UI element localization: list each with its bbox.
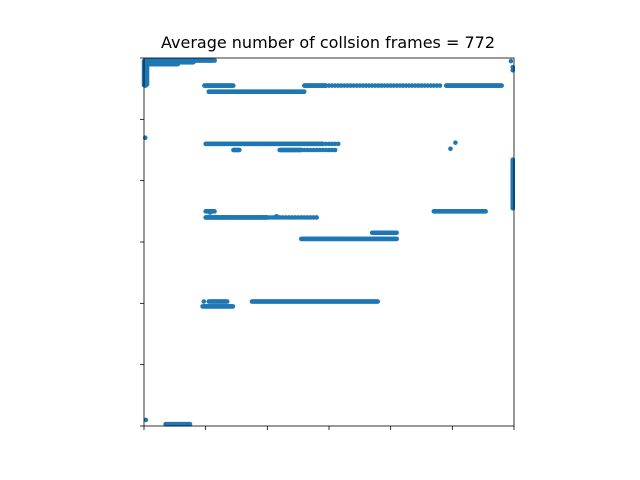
- data-point: [394, 236, 400, 242]
- plot-frame: [143, 57, 515, 427]
- data-point: [212, 209, 217, 214]
- data-point: [448, 146, 453, 152]
- data-point: [314, 215, 319, 220]
- data-point: [499, 83, 504, 88]
- data-point: [224, 299, 230, 304]
- data-point: [394, 230, 399, 236]
- data-point: [508, 58, 514, 64]
- chart-title: Average number of collsion frames = 772: [161, 33, 495, 52]
- data-point: [191, 59, 196, 65]
- axis-ticks: [140, 57, 515, 430]
- data-point: [143, 417, 149, 423]
- data-point: [212, 58, 217, 63]
- data-point: [230, 304, 236, 309]
- data-point: [201, 299, 207, 304]
- data-point: [301, 89, 307, 95]
- data-point: [230, 83, 236, 88]
- data-point: [332, 147, 338, 153]
- data-point: [335, 141, 341, 147]
- data-point: [175, 61, 181, 67]
- data-point: [437, 83, 443, 88]
- data-point: [237, 147, 242, 153]
- data-point: [187, 421, 193, 427]
- data-point: [375, 299, 381, 304]
- data-points: [141, 58, 516, 427]
- data-point: [453, 140, 458, 145]
- data-point: [274, 213, 279, 219]
- data-point: [207, 210, 213, 215]
- data-point: [483, 209, 488, 214]
